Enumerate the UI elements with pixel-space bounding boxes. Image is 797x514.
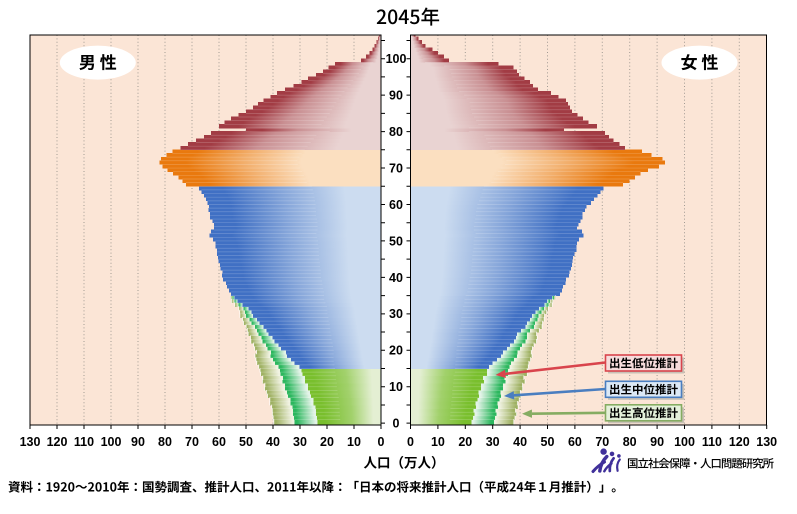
svg-text:80: 80 xyxy=(389,125,403,139)
svg-text:0: 0 xyxy=(407,435,414,449)
svg-text:10: 10 xyxy=(431,435,445,449)
svg-text:10: 10 xyxy=(347,435,361,449)
svg-text:110: 110 xyxy=(74,435,94,449)
svg-text:20: 20 xyxy=(320,435,334,449)
svg-text:60: 60 xyxy=(212,435,226,449)
svg-text:0: 0 xyxy=(378,435,385,449)
svg-text:90: 90 xyxy=(650,435,664,449)
svg-text:30: 30 xyxy=(486,435,500,449)
svg-text:20: 20 xyxy=(458,435,472,449)
svg-text:20: 20 xyxy=(389,344,403,358)
svg-text:120: 120 xyxy=(729,435,750,449)
svg-text:0: 0 xyxy=(393,417,400,431)
svg-text:80: 80 xyxy=(158,435,172,449)
svg-text:110: 110 xyxy=(702,435,722,449)
svg-text:70: 70 xyxy=(389,161,403,175)
svg-text:30: 30 xyxy=(389,307,403,321)
svg-text:130: 130 xyxy=(20,435,41,449)
svg-text:90: 90 xyxy=(389,89,403,103)
svg-text:80: 80 xyxy=(623,435,637,449)
svg-text:100: 100 xyxy=(386,52,407,66)
svg-text:130: 130 xyxy=(756,435,777,449)
svg-text:70: 70 xyxy=(185,435,199,449)
svg-text:30: 30 xyxy=(293,435,307,449)
svg-text:90: 90 xyxy=(131,435,145,449)
svg-text:40: 40 xyxy=(389,271,403,285)
svg-text:100: 100 xyxy=(101,435,122,449)
svg-text:50: 50 xyxy=(389,234,403,248)
svg-text:100: 100 xyxy=(674,435,695,449)
svg-text:40: 40 xyxy=(266,435,280,449)
svg-text:60: 60 xyxy=(389,198,403,212)
svg-text:60: 60 xyxy=(568,435,582,449)
svg-text:50: 50 xyxy=(239,435,253,449)
svg-text:10: 10 xyxy=(389,380,403,394)
svg-text:50: 50 xyxy=(541,435,555,449)
svg-text:40: 40 xyxy=(513,435,527,449)
svg-text:120: 120 xyxy=(47,435,68,449)
svg-text:70: 70 xyxy=(595,435,609,449)
